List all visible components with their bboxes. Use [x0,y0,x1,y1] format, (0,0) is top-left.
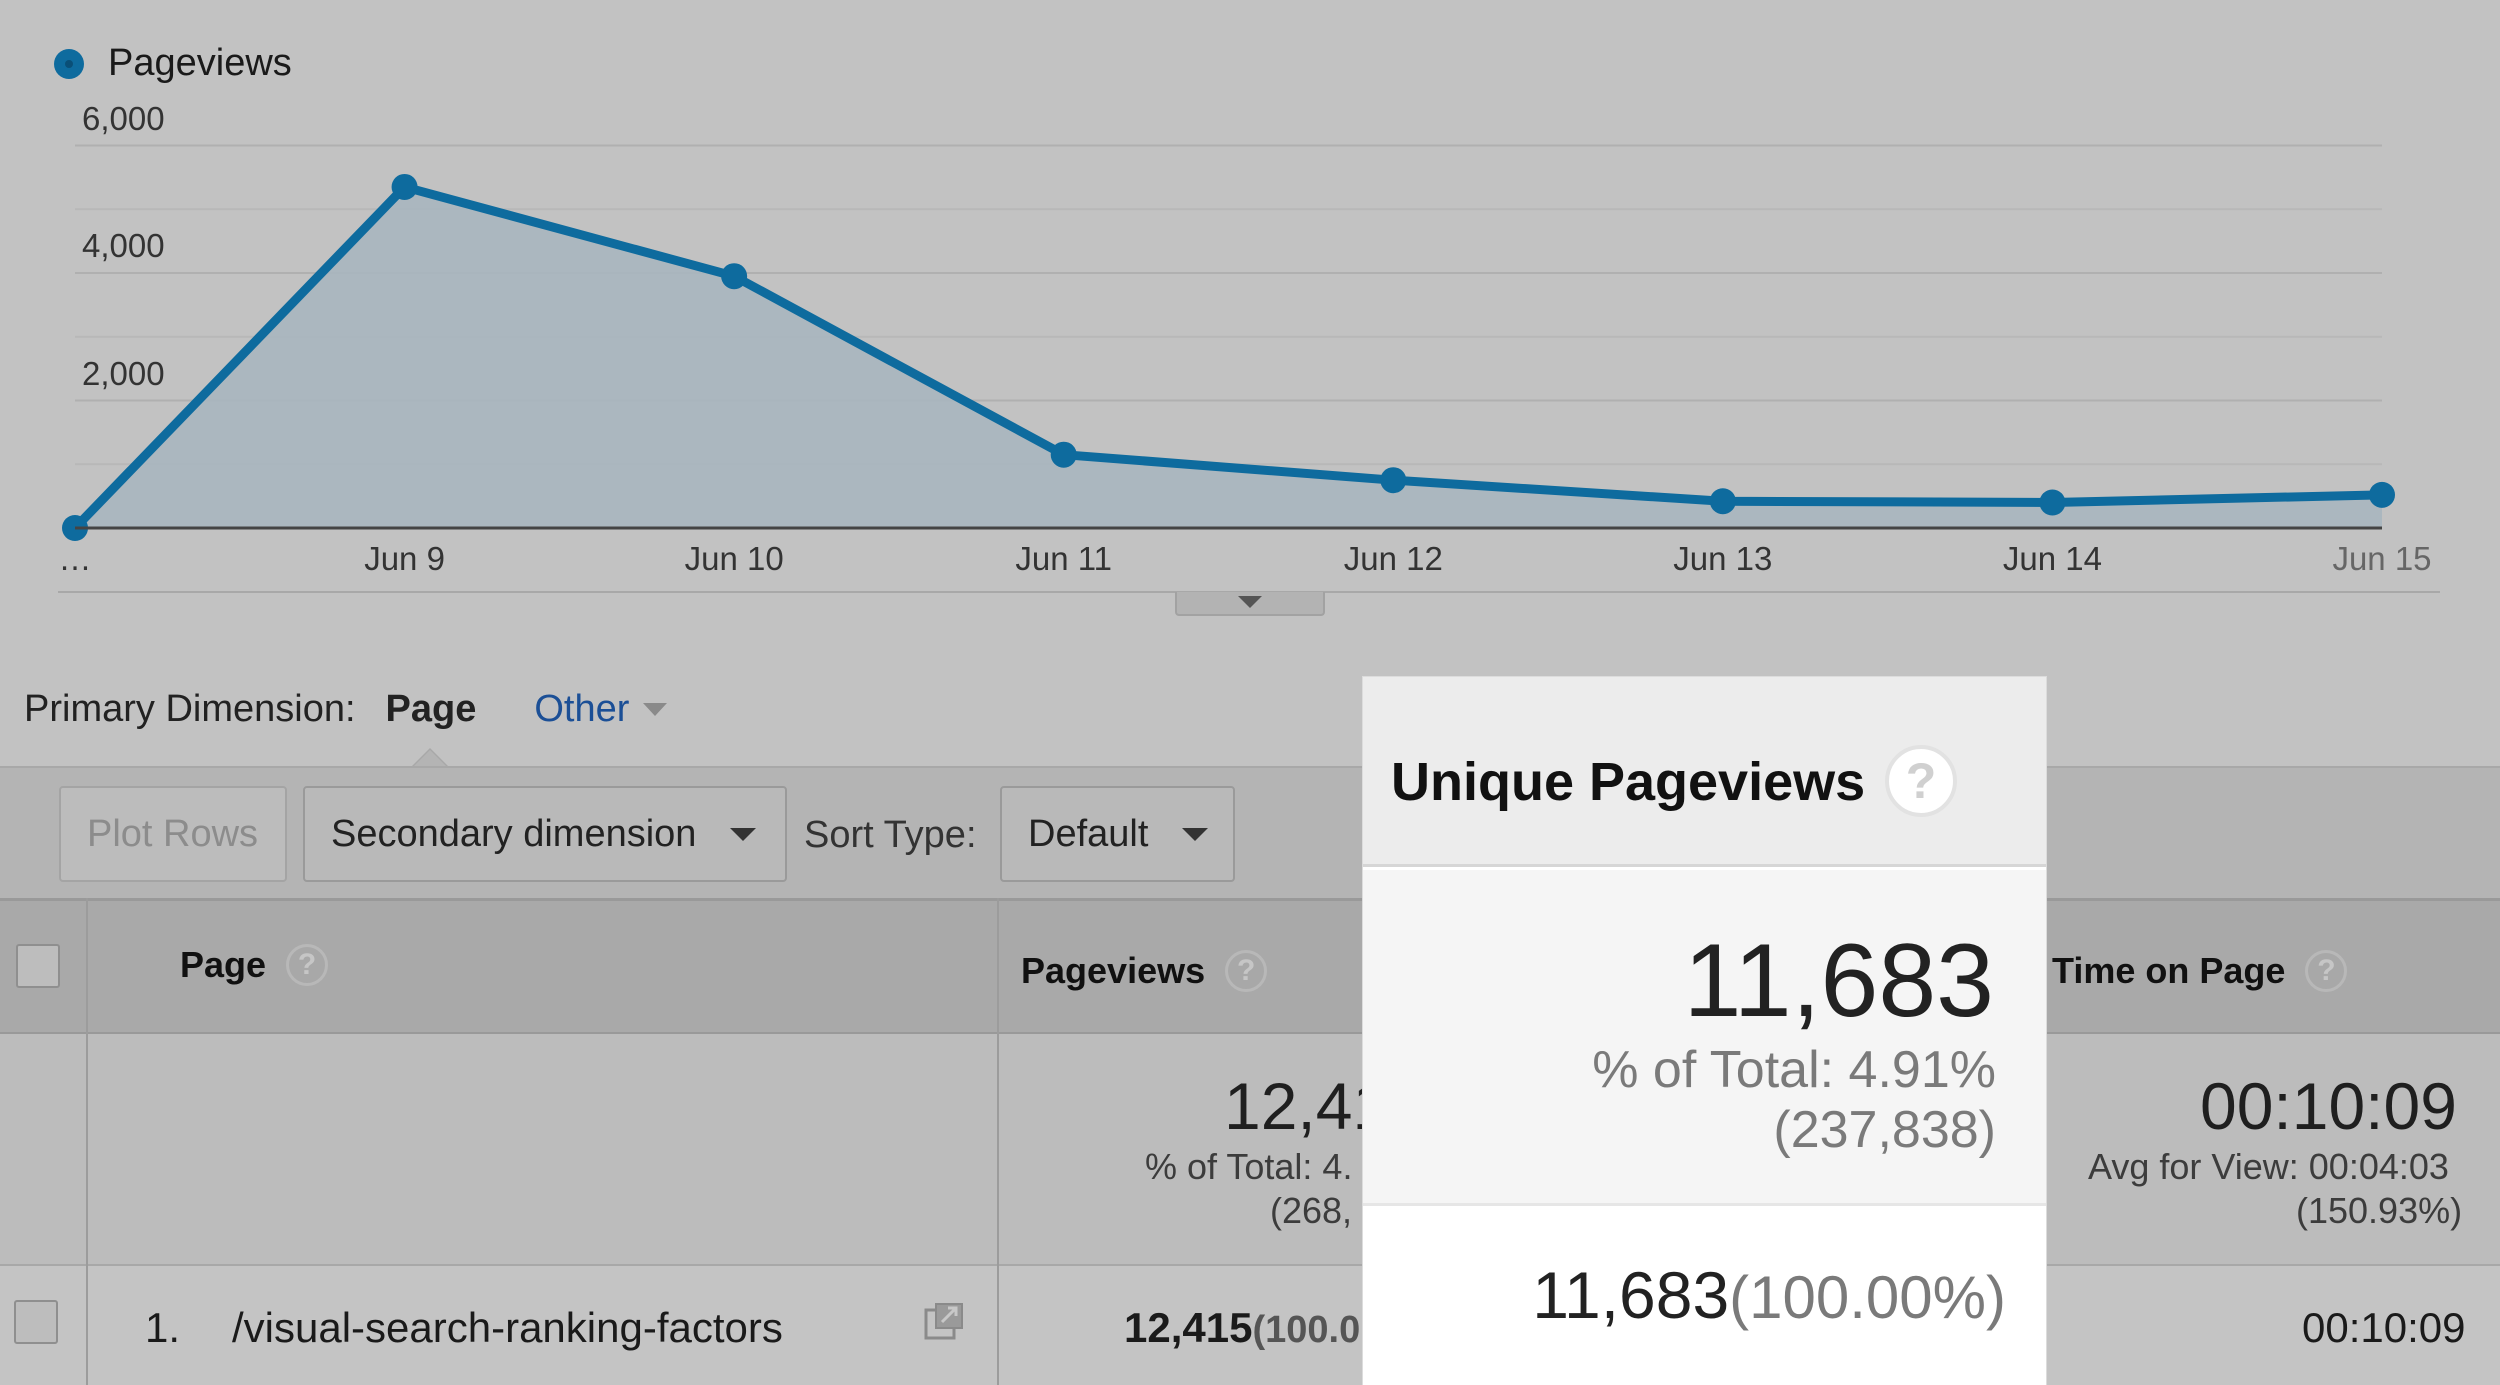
unique-pageviews-row-value: 11,683(100.00%) [1532,1257,2006,1333]
unique-pageviews-total-all: (237,838) [1773,1101,1996,1159]
selected-pointer [410,748,450,768]
unique-pageviews-row-pct: (100.00%) [1729,1264,2006,1331]
x-tick-label: … [58,540,92,577]
row-index: 1. [145,1304,181,1351]
unique-pageviews-header[interactable]: Unique Pageviews ? [1363,677,2046,867]
table-summary-row [0,1034,2500,1266]
y-tick-label: 6,000 [82,99,165,137]
chevron-down-icon [1238,596,1262,608]
pageviews-header-label: Pageviews [1021,950,1206,991]
chart-legend[interactable]: Pageviews [54,42,292,85]
select-all-checkbox[interactable] [16,944,60,988]
help-icon[interactable]: ? [1885,745,1957,817]
pageviews-chart: Pageviews 6,000 4,000 2,000 … Jun 9 Jun 10 Ju… [0,0,2500,640]
page-header-label: Page [180,944,267,985]
caret-down-icon [730,827,757,841]
unique-pageviews-title: Unique Pageviews [1391,752,1866,812]
data-point[interactable] [1709,488,1736,515]
legend-label: Pageviews [108,42,292,84]
caret-down-icon [1182,827,1209,841]
summary-pageviews-pct: % of Total: 4. [1145,1146,1353,1187]
summary-pageviews-total: (268, [1270,1190,1353,1231]
x-tick-label: Jun 9 [364,540,445,577]
other-label: Other [534,688,630,730]
row-page-link[interactable]: /visual-search-ranking-factors [232,1304,783,1351]
help-icon[interactable]: ? [286,944,329,986]
unique-pageviews-pct-of-total: % of Total: 4.91% [1592,1041,1996,1099]
summary-pageviews-value: 12,41 [1224,1069,1390,1143]
data-point[interactable] [2039,489,2066,516]
secondary-dimension-dropdown[interactable]: Secondary dimension [303,786,787,882]
column-divider [997,898,999,1385]
x-tick-label: Jun 15 [2332,540,2432,577]
sort-type-dropdown[interactable]: Default [1000,786,1235,882]
row-time-on-page: 00:10:09 [2302,1304,2466,1351]
x-tick-label: Jun 13 [1673,540,1773,577]
chart-collapse-handle[interactable] [1175,592,1325,616]
x-tick-label: Jun 11 [1015,540,1113,577]
data-point[interactable] [391,173,418,200]
primary-dimension-label: Primary Dimension: [24,688,356,730]
series-area-pageviews [75,186,2382,528]
summary-time-pct: (150.93%) [2296,1190,2463,1231]
row-pageviews-pct: (100.0 [1252,1309,1361,1351]
column-divider [86,898,88,1385]
unique-pageviews-summary: 11,683 % of Total: 4.91% (237,838) [1363,870,2046,1206]
data-point[interactable] [1050,441,1077,468]
secondary-dimension-label: Secondary dimension [331,812,697,855]
help-icon[interactable]: ? [2305,950,2348,992]
column-header-pageviews[interactable]: Pageviews ? [1021,950,1268,992]
help-icon[interactable]: ? [1225,950,1268,992]
y-tick-label: 2,000 [82,354,165,392]
x-tick-label: Jun 12 [1343,540,1443,577]
data-point[interactable] [2369,481,2395,508]
row-checkbox[interactable] [14,1300,58,1344]
row-pageviews: 12,415(100.0 [1124,1304,1360,1352]
time-on-page-header-label: Time on Page [2052,950,2286,991]
summary-time-value: 00:10:09 [2200,1069,2457,1143]
caret-down-icon [643,703,668,716]
table-row [0,1266,2500,1385]
plot-rows-button[interactable]: Plot Rows [59,786,287,882]
row-pageviews-value: 12,415 [1124,1304,1253,1351]
x-tick-label: Jun 10 [684,540,784,577]
series-points [62,173,2395,541]
data-point[interactable] [1380,467,1407,494]
column-header-time-on-page[interactable]: Time on Page ? [2052,950,2348,992]
x-tick-label: Jun 14 [2002,540,2102,577]
primary-dimension-other[interactable]: Other [534,688,668,731]
table-toolbar: Plot Rows Secondary dimension Sort Type:… [0,766,2500,898]
unique-pageviews-card: Unique Pageviews ? 11,683 % of Total: 4.… [1363,677,2046,1385]
summary-time-avg: Avg for View: 00:04:03 [2088,1146,2449,1187]
sort-type-label: Sort Type: [804,814,977,856]
unique-pageviews-total: 11,683 [1683,923,1994,1039]
y-tick-label: 4,000 [82,227,165,264]
open-in-new-window-icon[interactable] [924,1302,964,1342]
primary-dimension-bar: Primary Dimension: Page Other [24,688,668,731]
unique-pageviews-row-number: 11,683 [1532,1258,1730,1332]
data-point[interactable] [721,263,748,290]
sort-type-value: Default [1028,812,1149,855]
primary-dimension-page[interactable]: Page [385,688,477,730]
column-header-page[interactable]: Page ? [180,944,329,986]
legend-dot-icon [54,48,84,79]
series-line-pageviews [71,182,2383,532]
